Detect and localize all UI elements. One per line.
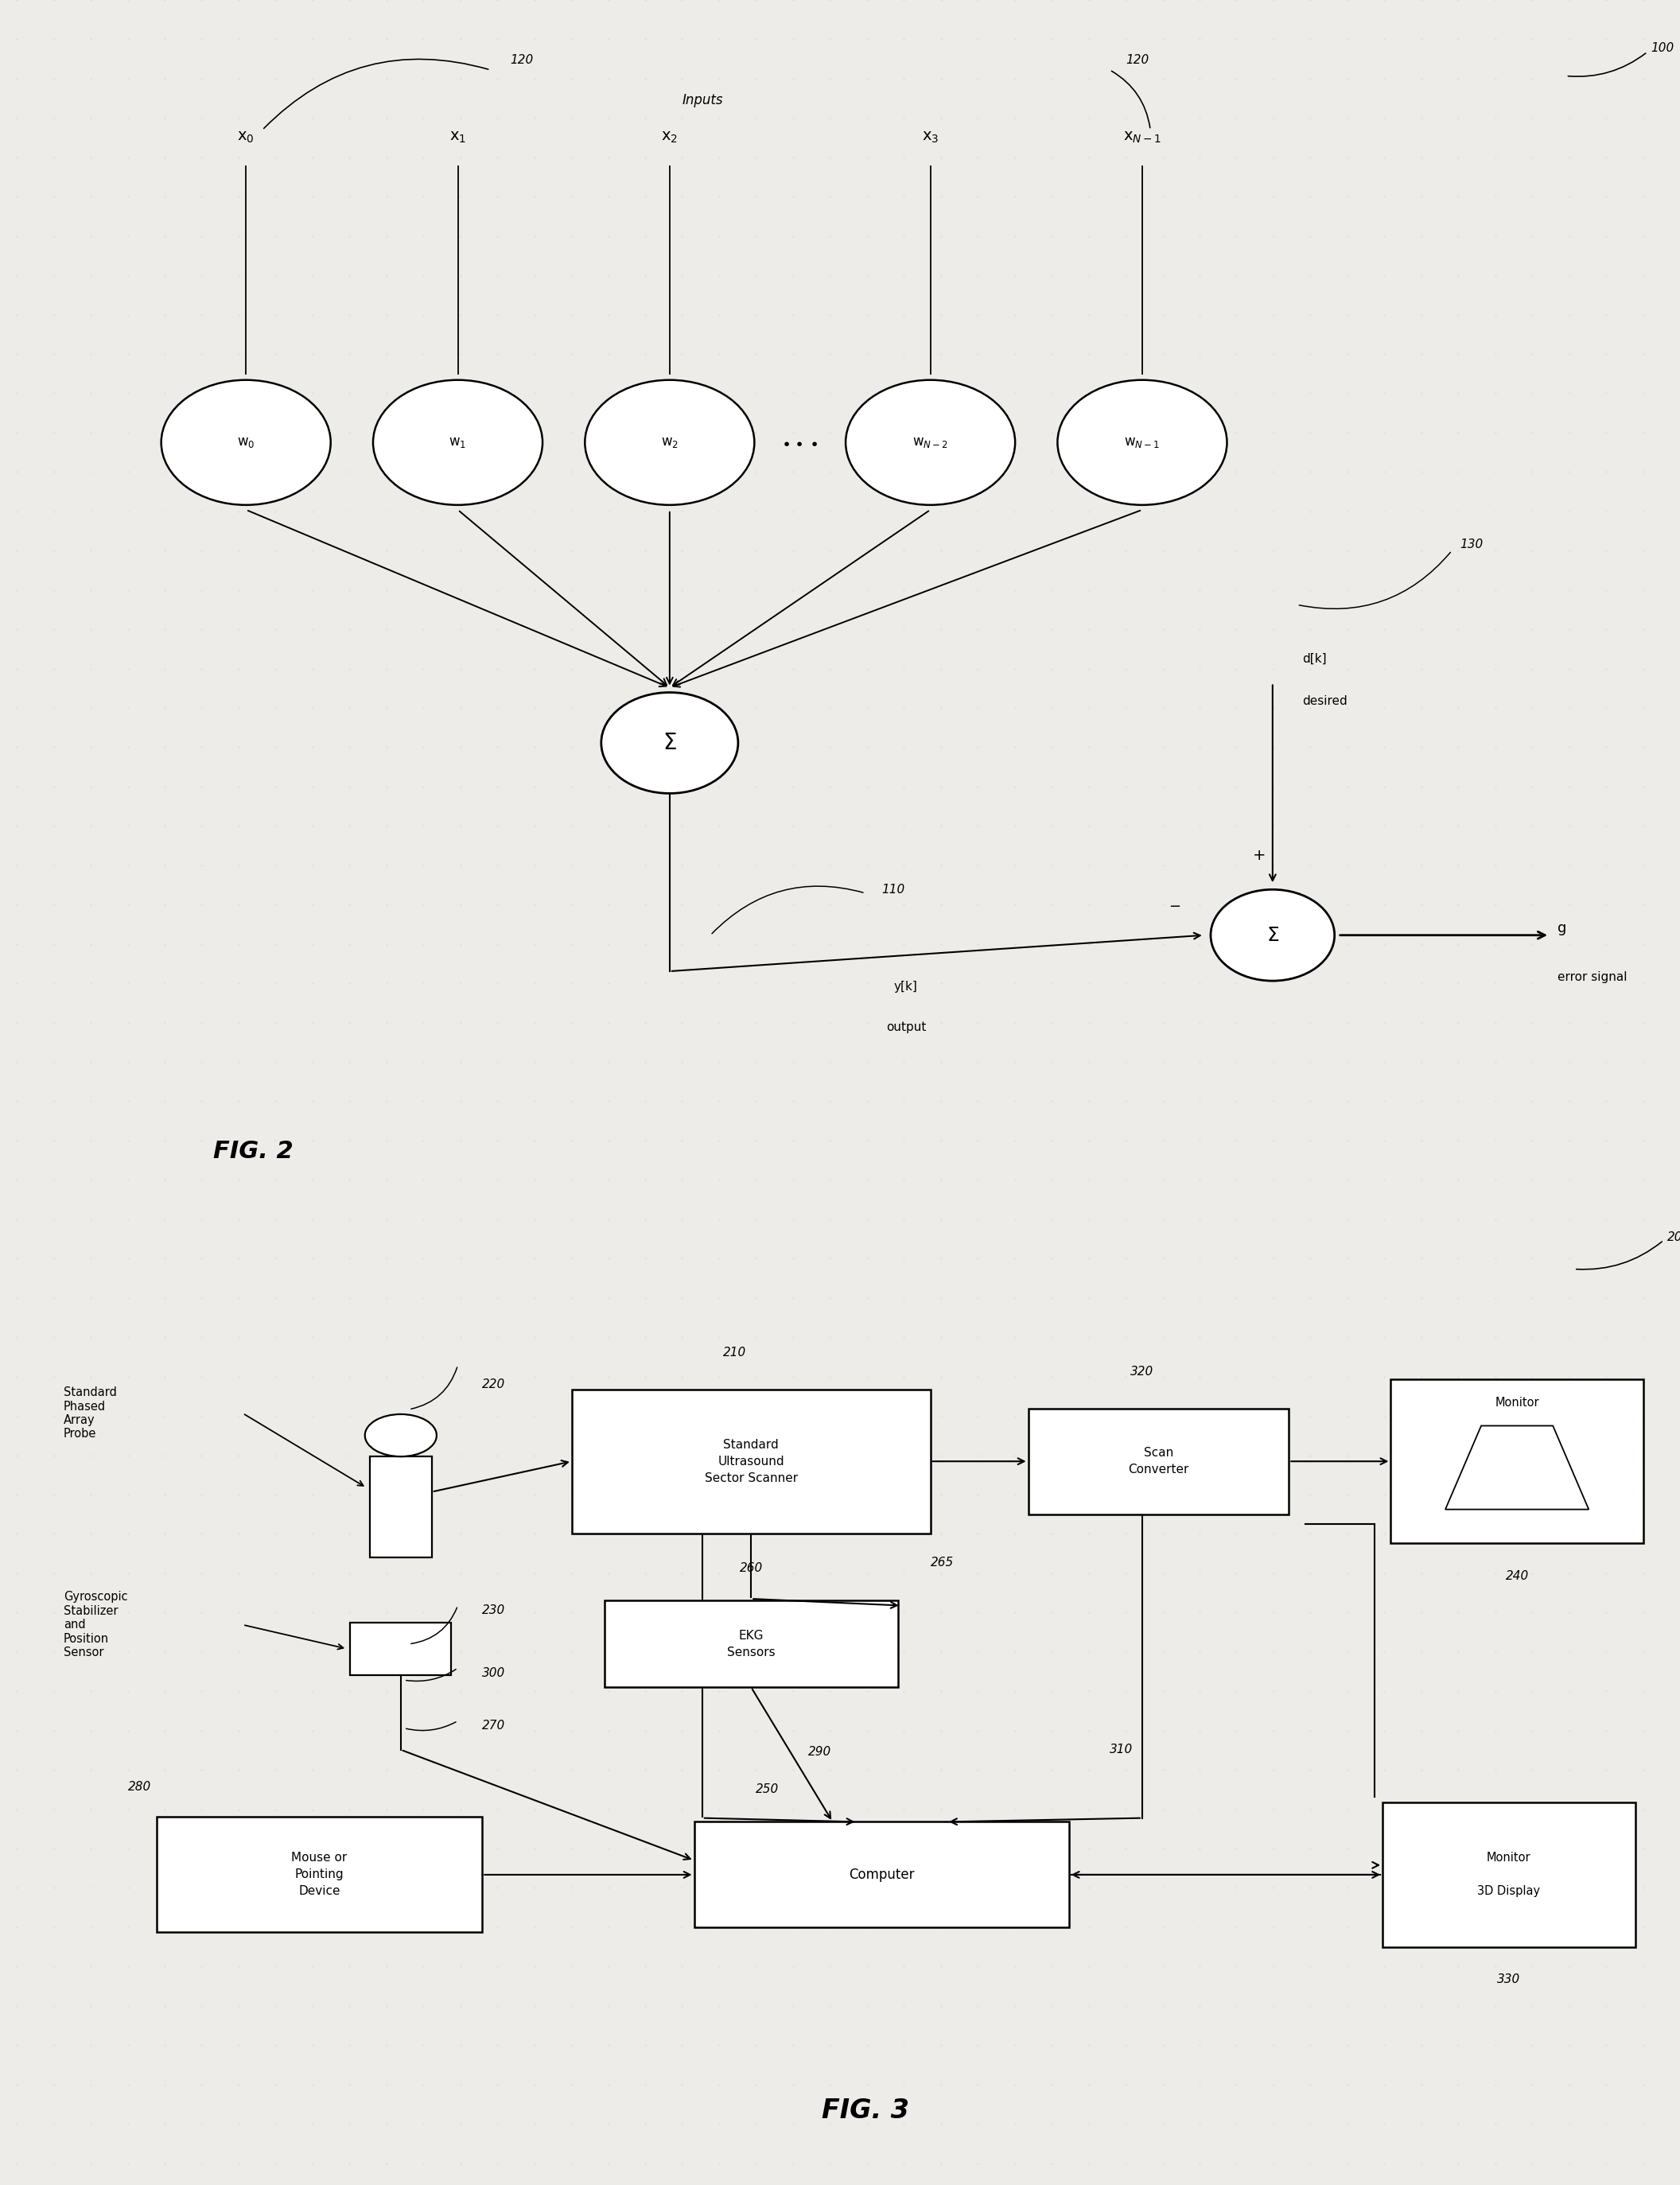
Text: x$_3$: x$_3$ <box>922 129 939 144</box>
Text: d[k]: d[k] <box>1302 653 1326 664</box>
Text: 230: 230 <box>482 1604 506 1617</box>
Text: 290: 290 <box>808 1746 832 1757</box>
Text: $\Sigma$: $\Sigma$ <box>662 732 677 754</box>
Text: 110: 110 <box>882 883 906 896</box>
Text: FIG. 3: FIG. 3 <box>822 2098 909 2124</box>
FancyBboxPatch shape <box>1028 1409 1289 1514</box>
Text: 130: 130 <box>1460 540 1483 551</box>
Text: w$_2$: w$_2$ <box>660 435 679 450</box>
Circle shape <box>585 380 754 505</box>
Circle shape <box>161 380 331 505</box>
Circle shape <box>365 1414 437 1457</box>
Text: Monitor: Monitor <box>1495 1396 1539 1409</box>
Text: 120: 120 <box>1126 55 1149 66</box>
Text: y[k]: y[k] <box>894 981 917 992</box>
Text: 330: 330 <box>1497 1973 1520 1986</box>
Text: 220: 220 <box>482 1379 506 1390</box>
Text: +: + <box>1253 848 1267 863</box>
Text: x$_2$: x$_2$ <box>662 129 679 144</box>
FancyBboxPatch shape <box>1391 1379 1643 1543</box>
Text: desired: desired <box>1302 695 1347 706</box>
Text: 100: 100 <box>1651 42 1673 55</box>
Text: $-$: $-$ <box>1169 898 1181 913</box>
Text: 120: 120 <box>511 55 533 66</box>
FancyBboxPatch shape <box>1383 1803 1635 1947</box>
Text: 200: 200 <box>1667 1232 1680 1243</box>
Text: 320: 320 <box>1131 1366 1154 1379</box>
Text: w$_{N-1}$: w$_{N-1}$ <box>1124 435 1161 450</box>
Text: 210: 210 <box>722 1346 746 1359</box>
Text: error signal: error signal <box>1557 972 1628 983</box>
Text: $\bullet\bullet\bullet$: $\bullet\bullet\bullet$ <box>781 435 818 450</box>
Circle shape <box>1057 380 1226 505</box>
Circle shape <box>601 693 738 793</box>
Text: x$_0$: x$_0$ <box>237 129 254 144</box>
Text: 300: 300 <box>482 1667 506 1678</box>
Circle shape <box>1211 889 1334 981</box>
Text: w$_0$: w$_0$ <box>237 435 255 450</box>
Text: Monitor

3D Display: Monitor 3D Display <box>1477 1853 1541 1897</box>
Text: Standard
Phased
Array
Probe: Standard Phased Array Probe <box>64 1387 116 1440</box>
FancyBboxPatch shape <box>349 1621 452 1676</box>
Text: $\Sigma$: $\Sigma$ <box>1267 926 1278 944</box>
Text: Standard
Ultrasound
Sector Scanner: Standard Ultrasound Sector Scanner <box>704 1438 798 1484</box>
Text: 280: 280 <box>128 1781 151 1794</box>
Text: Mouse or
Pointing
Device: Mouse or Pointing Device <box>291 1853 348 1897</box>
Text: w$_{N-2}$: w$_{N-2}$ <box>912 435 948 450</box>
Text: FIG. 2: FIG. 2 <box>213 1141 294 1162</box>
Text: g: g <box>1557 920 1567 935</box>
Text: EKG
Sensors: EKG Sensors <box>727 1630 774 1658</box>
Text: output: output <box>885 1023 926 1034</box>
Text: Gyroscopic
Stabilizer
and
Position
Sensor: Gyroscopic Stabilizer and Position Senso… <box>64 1591 128 1658</box>
FancyBboxPatch shape <box>156 1818 482 1932</box>
Text: 310: 310 <box>1109 1744 1132 1757</box>
FancyBboxPatch shape <box>571 1390 931 1534</box>
Circle shape <box>845 380 1015 505</box>
Text: x$_1$: x$_1$ <box>450 129 465 144</box>
Text: w$_1$: w$_1$ <box>449 435 467 450</box>
FancyBboxPatch shape <box>605 1602 897 1687</box>
Circle shape <box>373 380 543 505</box>
Text: 240: 240 <box>1505 1571 1529 1582</box>
Text: x$_{N-1}$: x$_{N-1}$ <box>1124 129 1161 144</box>
Text: Inputs: Inputs <box>682 92 722 107</box>
Text: 260: 260 <box>739 1562 763 1573</box>
Text: 250: 250 <box>756 1783 780 1794</box>
FancyBboxPatch shape <box>370 1457 432 1558</box>
Text: 270: 270 <box>482 1720 506 1733</box>
Text: Scan
Converter: Scan Converter <box>1129 1446 1189 1475</box>
FancyBboxPatch shape <box>694 1822 1068 1927</box>
Text: Computer: Computer <box>848 1868 914 1881</box>
Text: 265: 265 <box>931 1556 954 1569</box>
